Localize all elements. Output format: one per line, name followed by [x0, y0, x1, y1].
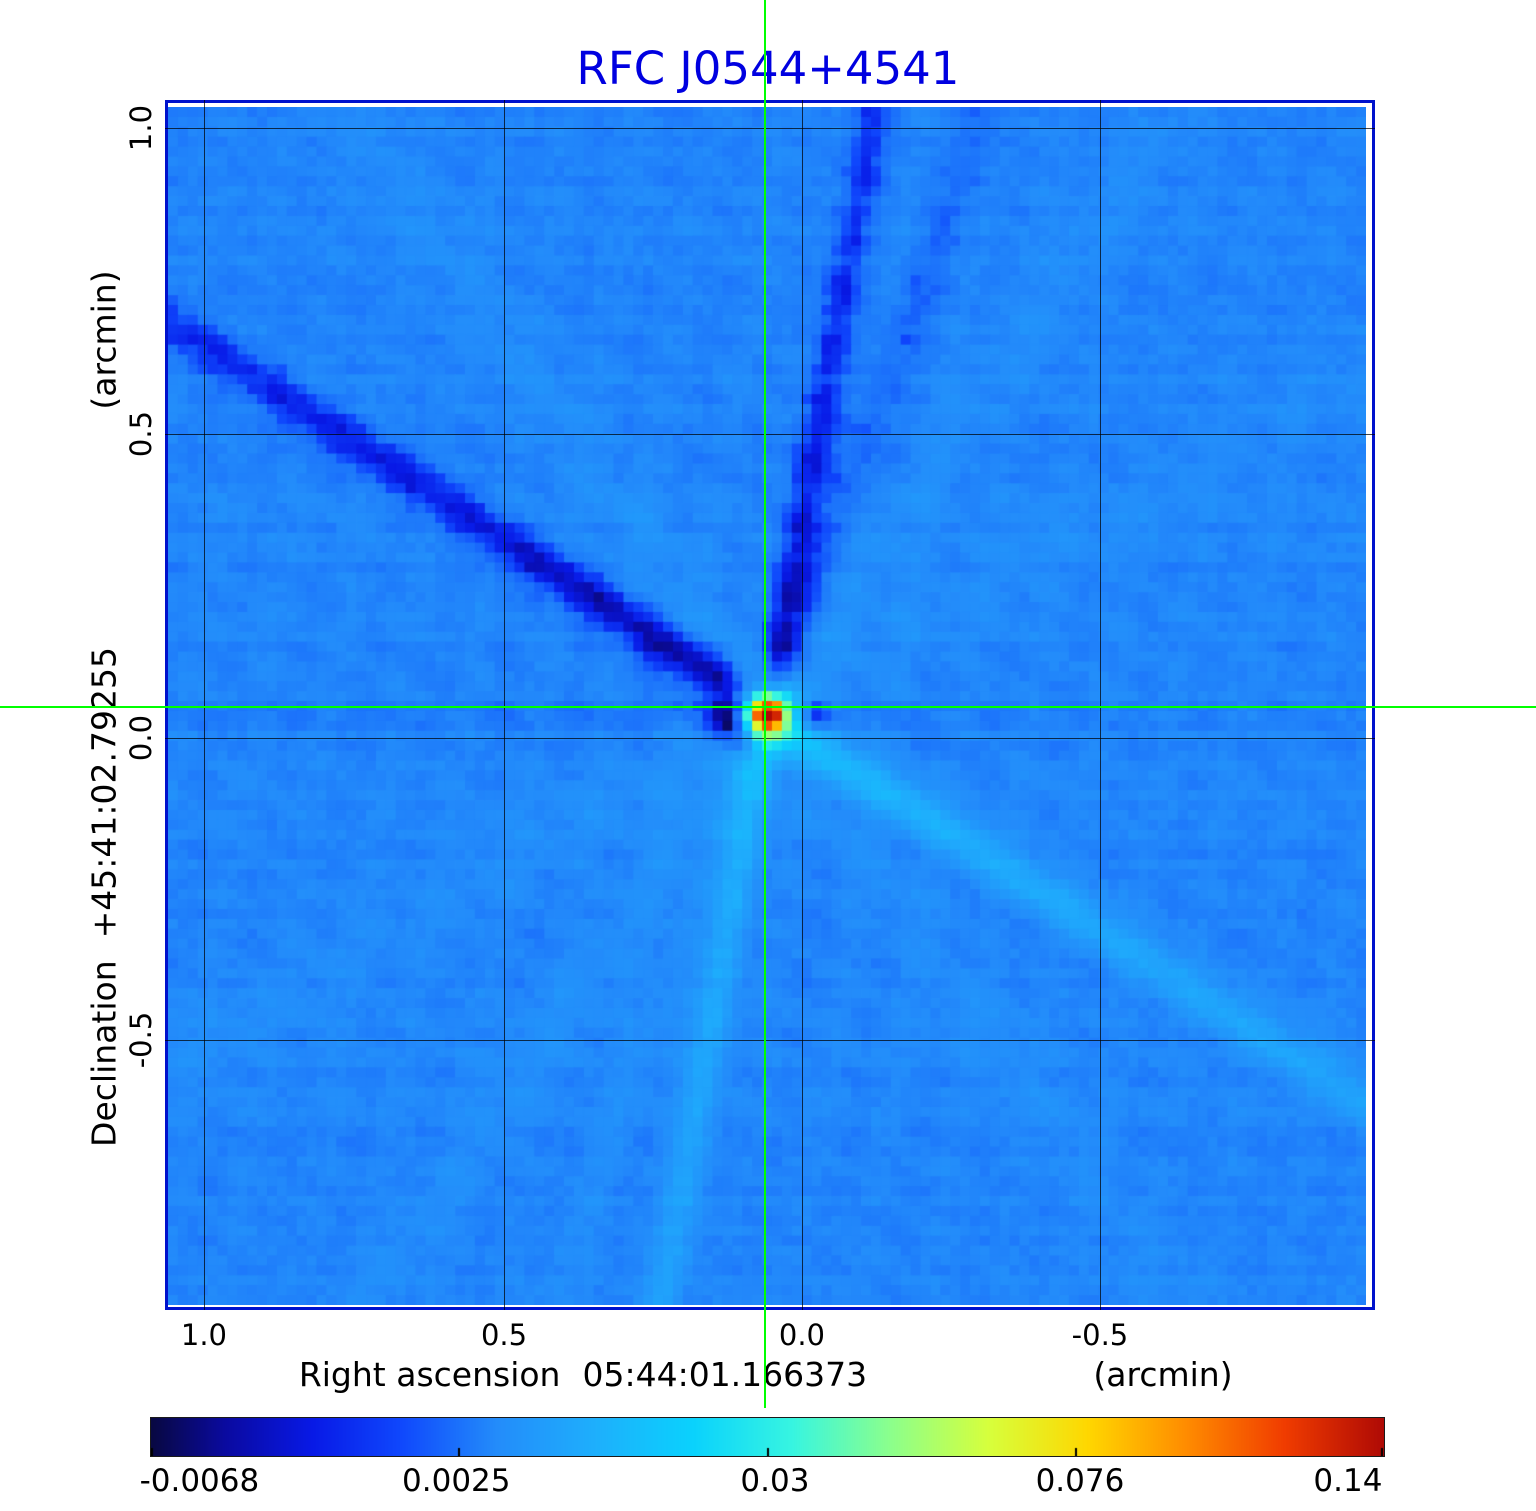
y-tick-label: 0.0 — [124, 714, 158, 762]
y-gridline — [165, 433, 1375, 435]
x-tick-label: 0.5 — [480, 1318, 528, 1352]
x-gridline — [801, 100, 803, 1310]
crosshair-vertical — [764, 0, 767, 1408]
y-gridline — [165, 738, 1375, 740]
x-gridline — [504, 100, 506, 1310]
colorbar-tick-label: 0.0025 — [402, 1463, 511, 1499]
colorbar-tick-label: 0.076 — [1035, 1463, 1125, 1499]
colorbar-tick-label: -0.0068 — [139, 1463, 260, 1499]
y-tick-label: 0.5 — [124, 410, 158, 458]
x-axis-unit: (arcmin) — [1093, 1355, 1233, 1394]
colorbar — [150, 1417, 1385, 1457]
y-gridline — [165, 1040, 1375, 1042]
sky-map-plot — [165, 100, 1375, 1310]
colorbar-tick-label: 0.03 — [740, 1463, 810, 1499]
x-gridline — [203, 100, 205, 1310]
y-axis-title: Declination +45:41:02.79255 — [85, 647, 124, 1147]
x-axis-title: Right ascension 05:44:01.166373 — [299, 1355, 867, 1394]
x-tick-label: 0.0 — [778, 1318, 825, 1352]
crosshair-horizontal — [0, 706, 1536, 709]
colorbar-tick-label: 0.14 — [1313, 1463, 1383, 1499]
x-tick-label: -0.5 — [1071, 1318, 1129, 1352]
x-gridline — [1099, 100, 1101, 1310]
x-axis-coordinate: 05:44:01.166373 — [582, 1355, 868, 1394]
y-gridline — [165, 127, 1375, 129]
y-tick-label: 1.0 — [124, 104, 158, 151]
x-tick-label: 1.0 — [180, 1318, 228, 1352]
figure-title: RFC J0544+4541 — [576, 42, 960, 95]
y-tick-label: -0.5 — [124, 1011, 158, 1069]
heatmap-canvas — [168, 107, 1366, 1305]
y-axis-coordinate: +45:41:02.79255 — [84, 647, 124, 939]
x-axis-name: Right ascension — [298, 1355, 561, 1394]
colorbar-gradient-canvas — [151, 1418, 1384, 1456]
y-axis-name: Declination — [84, 960, 124, 1147]
y-axis-unit: (arcmin) — [84, 270, 124, 410]
